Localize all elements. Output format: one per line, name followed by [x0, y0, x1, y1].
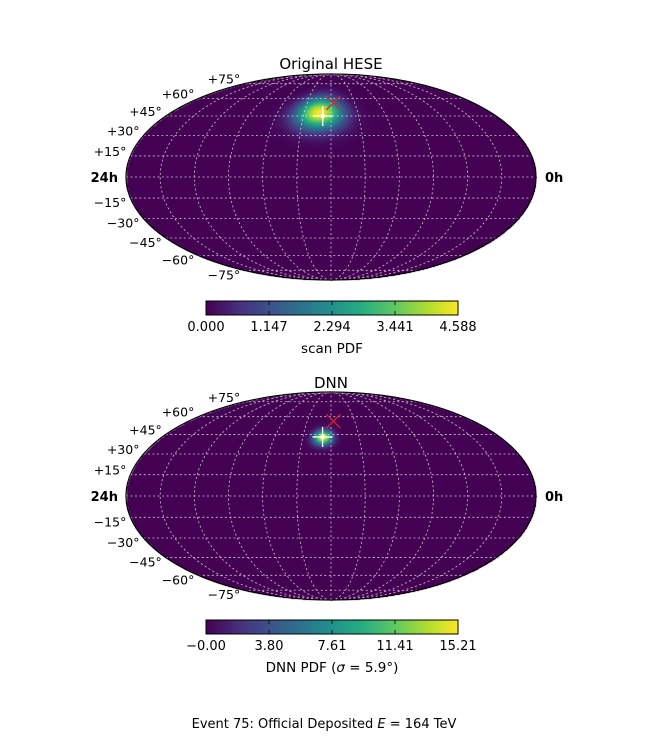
ra-gridline: [262, 391, 332, 601]
ra-label-left: 24h: [91, 171, 118, 186]
dec-tick-label: +30°: [107, 442, 140, 457]
dec-tick-label: +15°: [94, 463, 127, 478]
dec-tick-label: −30°: [107, 535, 140, 550]
figure-caption: Event 75: Official Deposited E = 164 TeV: [192, 717, 457, 732]
ra-gridline: [193, 73, 332, 281]
ra-gridline: [330, 391, 400, 601]
ra-gridline: [159, 391, 332, 601]
colorbar-tick-label: 0.000: [187, 320, 224, 335]
graticule: [126, 391, 536, 601]
dec-tick-label: −45°: [129, 235, 162, 250]
colorbar-tick-label: −0.00: [186, 639, 226, 654]
dec-tick-label: −30°: [107, 216, 140, 231]
dec-tick-label: −15°: [94, 514, 127, 529]
ra-gridline: [330, 73, 434, 281]
ra-gridline: [330, 73, 366, 281]
dec-tick-label: +45°: [129, 104, 162, 119]
skymap-panel-2: DNN 24h 0h +75° +60°+45° +30° +15° −15° −30° −45°…: [91, 374, 564, 676]
ra-label-right: 0h: [545, 171, 563, 186]
dec-tick-label: +30°: [107, 123, 140, 138]
colorbar-tick-label: 11.41: [376, 639, 413, 654]
panel-title: Original HESE: [279, 55, 382, 73]
graticule: [126, 73, 536, 281]
dec-tick-label: −60°: [162, 572, 195, 587]
ra-gridline: [330, 73, 469, 281]
ra-gridline: [330, 73, 400, 281]
ra-gridline: [330, 391, 469, 601]
ra-gridline: [193, 391, 332, 601]
dec-tick-label: −75°: [208, 267, 241, 282]
dec-tick-label: −45°: [129, 555, 162, 570]
colorbar-label: scan PDF: [301, 341, 363, 357]
map-outline: [125, 391, 537, 601]
colorbar-tick-label: 7.61: [318, 639, 347, 654]
panel-title: DNN: [314, 374, 348, 392]
colorbar: 0.000 1.147 2.294 3.441 4.588 scan PDF: [187, 300, 477, 357]
colorbar-tick-label: 1.147: [250, 320, 287, 335]
dec-tick-label: −60°: [162, 253, 195, 268]
colorbar-tick-label: 3.80: [255, 639, 284, 654]
dec-tick-label: +60°: [162, 405, 195, 420]
ra-gridline: [159, 73, 332, 281]
dec-tick-label: +75°: [208, 72, 241, 87]
colorbar: −0.00 3.80 7.61 11.41 15.21 DNN PDF (σ = 5.9°…: [186, 619, 477, 676]
best-fit-plus-marker: [312, 106, 333, 127]
best-fit-plus-marker: [312, 426, 333, 447]
map-outline: [125, 73, 537, 281]
ra-gridline: [228, 391, 332, 601]
dec-tick-label: −75°: [208, 587, 241, 602]
dec-tick-label: +75°: [208, 390, 241, 405]
truth-x-marker: [325, 95, 341, 111]
colorbar-tick-label: 4.588: [439, 320, 476, 335]
colorbar-tick-label: 2.294: [313, 320, 350, 335]
ra-gridline: [228, 73, 332, 281]
ra-gridline: [330, 73, 503, 281]
dec-tick-label: +60°: [162, 86, 195, 101]
colorbar-label: DNN PDF (σ = 5.9°): [266, 660, 399, 676]
skymap-panel-1: Original HESE 24h 0h +75° +60°+45° +30° +15° −1…: [91, 55, 564, 357]
dec-tick-label: +45°: [129, 422, 162, 437]
colorbar-tick-label: 15.21: [439, 639, 476, 654]
ra-gridline: [330, 391, 434, 601]
dec-tick-label: −15°: [94, 195, 127, 210]
truth-x-marker: [325, 413, 341, 429]
ra-label-left: 24h: [91, 490, 118, 505]
ra-gridline: [330, 391, 503, 601]
ra-gridline: [262, 73, 332, 281]
colorbar-tick-label: 3.441: [376, 320, 413, 335]
ra-label-right: 0h: [545, 490, 563, 505]
dec-tick-label: +15°: [94, 144, 127, 159]
ra-gridline: [296, 73, 332, 281]
